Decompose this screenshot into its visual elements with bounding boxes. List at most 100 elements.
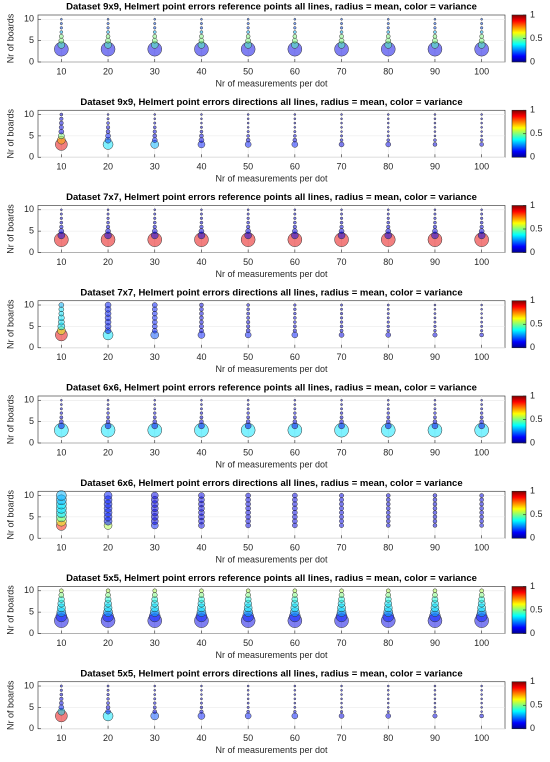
bubble <box>340 208 343 212</box>
bubble <box>293 26 297 30</box>
bubble <box>199 319 204 325</box>
bubble <box>479 220 484 225</box>
bubble <box>386 216 390 220</box>
bubble <box>200 403 203 406</box>
bubble <box>480 130 483 133</box>
x-tick-label: 50 <box>243 733 253 743</box>
colorbar-tick-label: 0 <box>530 533 535 543</box>
bubble <box>106 407 110 411</box>
y-tick-label: 5 <box>29 511 34 521</box>
y-axis-label: Nr of boards <box>5 204 15 254</box>
bubble <box>293 216 297 220</box>
bubble <box>293 411 297 415</box>
bubble <box>58 124 64 130</box>
x-tick-label: 30 <box>150 733 160 743</box>
bubble <box>246 303 250 307</box>
bubble <box>246 216 250 220</box>
bubble <box>340 312 344 316</box>
colorbar-tick-label: 0 <box>530 247 535 257</box>
bubble <box>153 216 157 220</box>
x-tick-label: 30 <box>150 257 160 267</box>
bubble <box>246 224 251 229</box>
bubble <box>293 320 297 324</box>
x-tick-label: 70 <box>337 733 347 743</box>
bubble <box>433 212 437 216</box>
bubble <box>339 224 344 229</box>
bubble <box>479 514 484 520</box>
bubble <box>433 329 437 333</box>
bubble <box>432 518 438 524</box>
bubble <box>152 228 158 234</box>
x-tick-label: 80 <box>383 543 393 553</box>
bubble <box>387 18 390 21</box>
bubble <box>339 411 344 415</box>
bubble <box>105 37 111 44</box>
bubble <box>292 228 298 234</box>
x-tick-label: 60 <box>290 66 300 76</box>
colorbar-tick-label: 0 <box>530 437 535 447</box>
bubble <box>246 415 250 420</box>
bubble <box>338 592 345 598</box>
x-tick-label: 60 <box>290 638 300 648</box>
bubble <box>199 26 203 30</box>
bubble <box>106 415 110 420</box>
bubble <box>338 141 345 148</box>
bubble <box>199 709 204 714</box>
x-tick-label: 30 <box>150 162 160 172</box>
bubble <box>480 693 483 696</box>
bubble <box>432 142 438 147</box>
bubble <box>153 18 156 21</box>
x-tick-label: 50 <box>243 447 253 457</box>
colorbar-tick-label: 0.5 <box>530 223 543 233</box>
bubble <box>293 212 297 216</box>
x-tick-label: 70 <box>337 638 347 648</box>
bubble <box>385 228 391 234</box>
bubble <box>59 120 64 126</box>
bubble <box>293 126 297 129</box>
bubble <box>340 22 343 25</box>
bubble <box>293 303 297 307</box>
plot-area <box>37 205 506 253</box>
plot-area <box>37 490 506 539</box>
bubble <box>105 34 111 39</box>
bubble <box>291 712 299 720</box>
bubble <box>246 212 250 216</box>
bubble <box>246 705 250 709</box>
x-tick-label: 20 <box>103 733 113 743</box>
bubble <box>293 18 297 21</box>
bubble <box>433 130 437 133</box>
bubble <box>479 34 484 39</box>
bubble <box>293 307 297 311</box>
bubble <box>340 303 343 307</box>
bubble <box>292 37 298 44</box>
bubble <box>106 125 111 130</box>
bubble <box>387 130 390 133</box>
bubble <box>387 697 390 701</box>
x-tick-label: 80 <box>383 257 393 267</box>
bubble <box>293 130 297 134</box>
x-tick-label: 90 <box>430 352 440 362</box>
chart-title: Dataset 6x6, Helmert point errors refere… <box>66 383 477 394</box>
bubble <box>433 415 437 420</box>
bubble <box>386 510 391 515</box>
x-tick-label: 100 <box>474 638 489 648</box>
bubble <box>59 407 63 411</box>
x-tick-label: 10 <box>56 447 66 457</box>
y-tick-label: 0 <box>29 152 34 162</box>
colorbar-tick-label: 0.5 <box>530 604 543 614</box>
x-tick-label: 90 <box>430 733 440 743</box>
bubble <box>386 588 391 594</box>
bubble <box>59 588 64 594</box>
y-tick-label: 10 <box>24 14 34 24</box>
bubble <box>338 37 345 44</box>
colorbar-tick-label: 1 <box>530 105 535 115</box>
chart-title: Dataset 9x9, Helmert point errors direct… <box>80 97 462 108</box>
y-tick-label: 5 <box>29 321 34 331</box>
bubble <box>339 588 344 594</box>
bubble <box>432 588 438 594</box>
x-tick-label: 20 <box>103 352 113 362</box>
bubble <box>153 212 157 216</box>
bubble <box>246 121 250 125</box>
bubble <box>106 212 110 216</box>
bubble <box>479 493 484 498</box>
